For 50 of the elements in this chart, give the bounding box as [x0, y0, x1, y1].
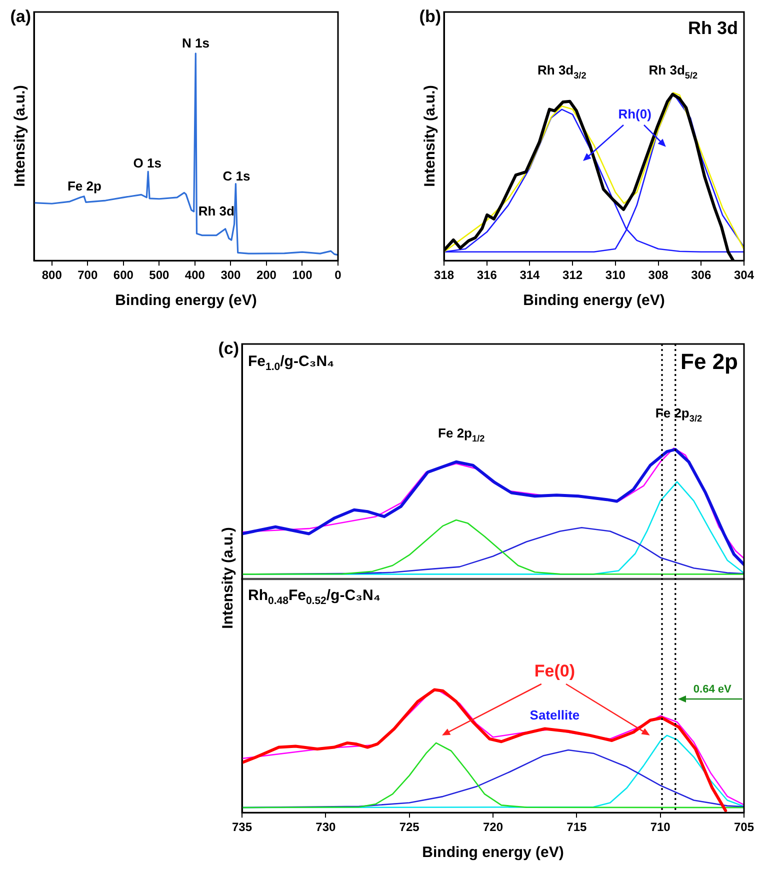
x-tick-label: 100	[292, 268, 313, 282]
text: Rh 3d$_{5/2}$	[648, 63, 698, 81]
chart-subtitle: Rh$_{0.48}$Fe$_{0.52}$/g-C₃N₄	[248, 587, 380, 607]
annotation: Fe 2p	[67, 178, 102, 194]
annotation: C 1s	[222, 168, 250, 184]
text: Fe 2p$_{1/2}$	[438, 426, 485, 444]
x-axis-title: Binding energy (eV)	[115, 292, 257, 310]
x-tick-label: 725	[399, 820, 420, 834]
x-tick-label: 600	[113, 268, 134, 282]
text: N 1s	[182, 36, 210, 51]
y-axis-title: Intensity (a.u.)	[12, 85, 28, 188]
x-tick-label: 720	[482, 820, 504, 834]
text: (c)	[218, 339, 239, 358]
x-tick-label: 304	[734, 268, 754, 282]
chart-title: Rh 3d	[688, 18, 738, 38]
x-tick-label: 710	[650, 820, 671, 834]
x-tick-label: 0	[334, 268, 342, 282]
text: Rh 3d$_{3/2}$	[538, 63, 586, 81]
x-tick-label: 715	[566, 820, 587, 834]
x-axis-title: Binding energy (eV)	[523, 292, 665, 310]
annotation: 0.64 eV	[693, 684, 732, 696]
x-tick-label: 312	[562, 268, 583, 282]
x-tick-label: 705	[734, 820, 754, 834]
y-axis-title: Intensity (a.u.)	[220, 527, 236, 629]
chart-subtitle: Fe$_{1.0}$/g-C₃N₄	[248, 353, 334, 373]
x-tick-label: 316	[476, 268, 498, 282]
annotation: O 1s	[133, 156, 162, 171]
annotation: Satellite	[530, 708, 580, 723]
x-tick-label: 800	[42, 268, 62, 282]
x-tick-label: 730	[316, 820, 336, 834]
x-tick-label: 500	[149, 268, 170, 282]
annotation: Rh 3d	[198, 203, 234, 218]
text: (b)	[419, 7, 441, 26]
x-tick-label: 200	[256, 268, 277, 282]
annotation: Rh(0)	[618, 106, 652, 122]
x-tick-label: 735	[232, 820, 252, 834]
x-tick-label: 306	[691, 268, 712, 282]
x-axis-title: Binding energy (eV)	[422, 844, 564, 862]
text: Fe 2p$_{3/2}$	[655, 405, 702, 424]
text: Fe(0)	[534, 661, 576, 680]
x-tick-label: 308	[648, 268, 669, 282]
chart-title: Fe 2p	[680, 349, 738, 374]
x-tick-label: 400	[184, 268, 206, 282]
x-tick-label: 700	[78, 268, 98, 282]
x-tick-label: 310	[605, 268, 626, 282]
y-axis-title: Intensity (a.u.)	[422, 85, 438, 188]
x-tick-label: 318	[434, 268, 454, 282]
text: (a)	[10, 7, 31, 26]
x-tick-label: 314	[520, 268, 540, 282]
x-tick-label: 300	[220, 268, 242, 282]
